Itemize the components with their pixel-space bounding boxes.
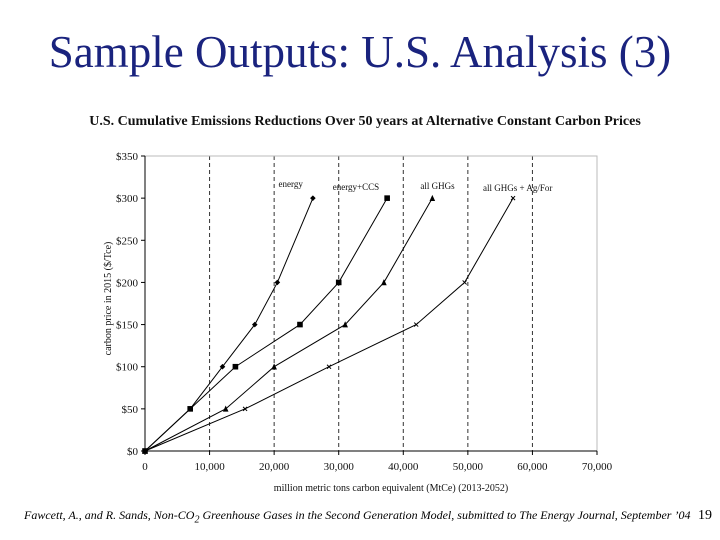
axis-layer: $0 $50 $100 $150 $200 $250 $300 $350 0 10,000 20,0… bbox=[116, 151, 613, 473]
x-tick-label: 30,000 bbox=[324, 461, 355, 473]
data-point-x bbox=[326, 364, 332, 370]
data-point-square bbox=[335, 279, 342, 286]
data-point-diamond bbox=[274, 279, 281, 286]
data-point-x bbox=[242, 406, 248, 412]
slide-title: Sample Outputs: U.S. Analysis (3) bbox=[48, 27, 672, 77]
data-point-x bbox=[413, 322, 419, 327]
series-layer bbox=[142, 194, 516, 454]
citation-pre: Fawcett, A., and R. Sands, Non-CO bbox=[24, 508, 195, 522]
data-point-square bbox=[187, 406, 193, 412]
data-point-x bbox=[510, 195, 516, 201]
x-tick-label: 40,000 bbox=[388, 461, 419, 473]
x-tick-label: 20,000 bbox=[259, 461, 290, 473]
footer-citation: Fawcett, A., and R. Sands, Non-CO2 Green… bbox=[24, 508, 690, 525]
series-line bbox=[144, 197, 514, 452]
x-tick-label: 50,000 bbox=[453, 461, 484, 473]
data-point-x bbox=[142, 448, 148, 454]
series-line bbox=[144, 197, 388, 452]
data-point-triangle bbox=[222, 405, 229, 412]
data-point-square bbox=[297, 321, 303, 328]
series-label: all GHGs + Ag/For bbox=[483, 183, 552, 193]
data-point-triangle bbox=[429, 194, 436, 201]
series-all-ghgs bbox=[142, 194, 436, 454]
series-all-ghgs-ag-for bbox=[142, 195, 516, 454]
citation-post: Greenhouse Gases in the Second Generatio… bbox=[199, 508, 691, 522]
x-tick-label: 60,000 bbox=[517, 461, 548, 473]
y-tick-label: $250 bbox=[116, 235, 139, 247]
data-point-triangle bbox=[271, 363, 277, 370]
series-energy-ccs bbox=[142, 195, 390, 454]
data-point-square bbox=[384, 195, 390, 201]
grid-layer bbox=[209, 156, 533, 451]
x-tick-label: 70,000 bbox=[582, 461, 613, 473]
series-label: energy bbox=[279, 179, 304, 189]
y-tick-label: $0 bbox=[127, 446, 139, 458]
page-number: 19 bbox=[698, 508, 712, 523]
data-point-triangle bbox=[381, 279, 387, 286]
y-tick-label: $300 bbox=[116, 193, 139, 205]
x-tick-label: 0 bbox=[142, 461, 148, 473]
x-axis-label: million metric tons carbon equivalent (M… bbox=[274, 483, 508, 494]
series-line bbox=[144, 197, 314, 452]
y-tick-label: $200 bbox=[116, 277, 139, 289]
series-label: all GHGs bbox=[420, 181, 455, 191]
x-tick-label: 10,000 bbox=[194, 461, 225, 473]
series-energy bbox=[142, 195, 316, 454]
series-label: energy+CCS bbox=[333, 182, 379, 192]
label-layer: million metric tons carbon equivalent (M… bbox=[103, 179, 552, 494]
y-tick-label: $50 bbox=[122, 404, 139, 416]
chart-title: U.S. Cumulative Emissions Reductions Ove… bbox=[89, 114, 641, 129]
data-point-diamond bbox=[310, 195, 316, 201]
y-axis-label: carbon price in 2015 ($/Tce) bbox=[103, 242, 114, 356]
data-point-x bbox=[462, 280, 467, 285]
data-point-diamond bbox=[219, 363, 226, 370]
plot-frame bbox=[144, 155, 598, 452]
y-tick-label: $350 bbox=[116, 151, 139, 163]
data-point-diamond bbox=[251, 321, 258, 328]
series-line bbox=[144, 197, 433, 452]
y-tick-label: $100 bbox=[116, 362, 139, 374]
y-tick-label: $150 bbox=[116, 320, 139, 332]
data-point-triangle bbox=[342, 321, 348, 328]
data-point-square bbox=[232, 363, 239, 370]
citation-sub: 2 bbox=[194, 514, 200, 526]
